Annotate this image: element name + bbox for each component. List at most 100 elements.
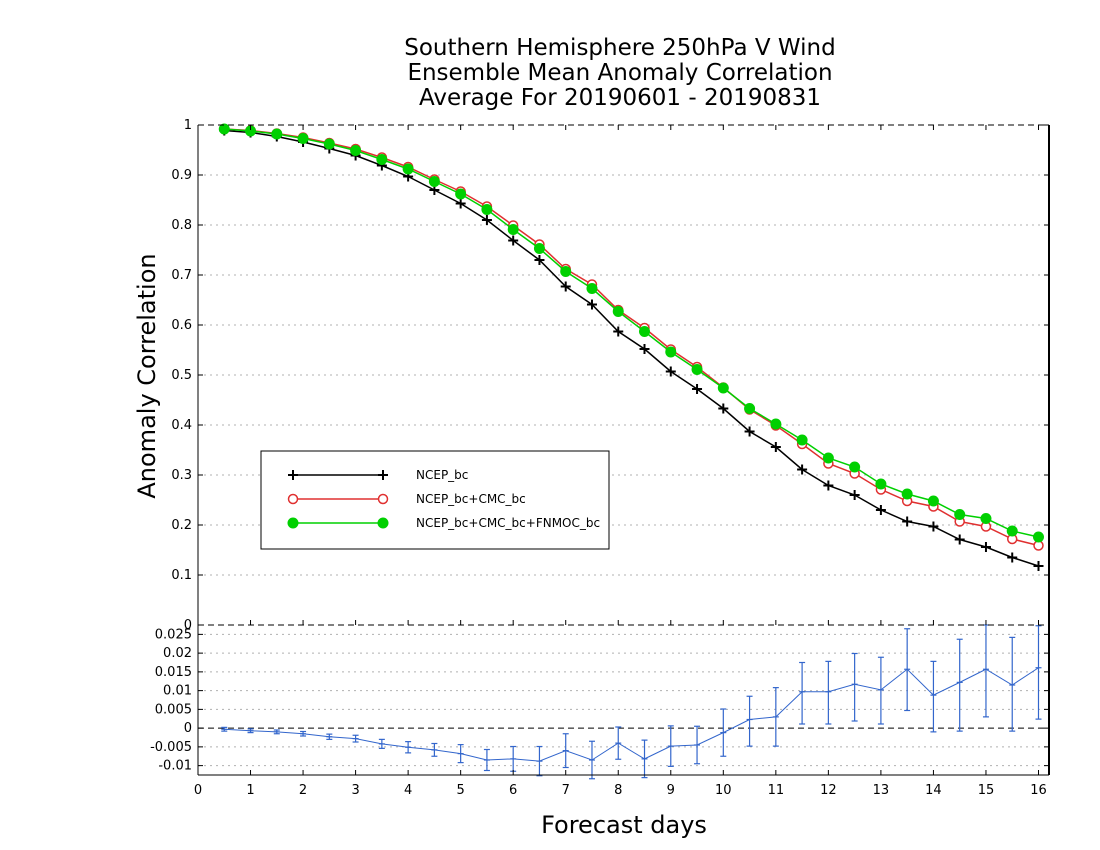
data-point [455,188,467,200]
x-tick-label: 1 [246,783,254,798]
data-point [665,366,676,377]
data-point [770,442,781,452]
data-point [350,145,362,156]
data-point [323,138,335,150]
x-tick-label: 9 [667,783,675,798]
error-bar [956,638,963,732]
y-tick-label: 0.6 [171,318,192,333]
y-tick-label: 1 [184,118,192,133]
error-bar [641,739,648,779]
data-point [954,509,966,520]
data-point [613,326,624,337]
error-bar [378,738,385,749]
data-point [796,434,808,446]
y-tick-label: 0.8 [171,218,192,233]
error-bar [904,628,911,712]
x-axis-label: Forecast days [541,811,707,839]
error-bar [1009,636,1016,732]
error-bar [772,687,779,747]
series-line-0 [224,129,1039,567]
error-bar [1035,625,1042,720]
error-bar [405,741,412,754]
x-tick-label: 8 [614,783,622,798]
data-point [612,306,624,317]
data-point [927,495,939,507]
y-tick-label: 0.5 [171,368,192,383]
error-bar [510,745,517,772]
axes [197,124,1050,776]
data-point [1006,525,1018,537]
y-tick-label: 0.02 [163,646,192,661]
data-point [822,452,834,464]
error-bar [825,660,832,725]
error-bar [221,726,228,732]
error-bar [562,733,569,769]
error-bar [694,725,701,765]
data-point [980,542,991,552]
legend-item: NCEP_bc [288,468,468,482]
data-point [455,198,466,209]
error-bar [352,734,359,743]
data-point [402,163,414,175]
x-tick-label: 12 [820,783,837,798]
legend-label: NCEP_bc+CMC_bc [416,492,526,506]
x-tick-label: 6 [509,783,517,798]
x-tick-label: 2 [299,783,307,798]
tick-labels: 0.10.20.30.40.50.60.70.80.910-0.01-0.005… [150,118,1047,798]
chart-title-line-2: Ensemble Mean Anomaly Correlation [407,60,833,86]
x-tick-label: 14 [925,783,942,798]
x-tick-label: 15 [978,783,995,798]
y-tick-label: 0.9 [171,168,192,183]
bottom-panel-series [221,624,1042,780]
chart-title-line-1: Southern Hemisphere 250hPa V Wind [404,35,836,61]
data-point [218,123,230,135]
data-point [481,215,492,225]
data-point [586,299,597,310]
error-bar [273,729,280,735]
legend-item: NCEP_bc+CMC_bc [287,492,526,506]
data-point [902,516,913,527]
x-tick-label: 3 [351,783,359,798]
legend-box [260,450,610,550]
data-point [718,403,729,414]
data-point [1007,552,1018,563]
x-tick-label: 0 [194,783,202,798]
legend-marker [377,493,389,505]
error-bar [746,695,753,747]
error-bar [720,708,727,757]
error-bar [667,725,674,767]
y-tick-label: 0.015 [155,665,192,680]
y-tick-label: 0.7 [171,268,192,283]
chart-title-line-3: Average For 20190601 - 20190831 [418,85,822,111]
legend-item: NCEP_bc+CMC_bc+FNMOC_bc [287,516,600,530]
error-bar [799,661,806,725]
data-point [560,281,571,292]
error-bar [851,652,858,722]
data-point [639,326,651,337]
legend-marker [287,517,299,529]
data-point [744,403,756,414]
data-point [376,154,388,165]
x-tick-label: 4 [404,783,412,798]
legend-marker [378,470,388,480]
data-point [928,521,939,532]
data-point [797,464,808,475]
legend-label: NCEP_bc [416,468,468,482]
data-point [770,418,782,430]
y-tick-label: 0 [184,721,192,736]
data-point [849,461,861,473]
y-tick-label: 0.4 [171,418,192,433]
x-tick-label: 16 [1030,783,1047,798]
y-tick-label-zero: 0 [184,618,192,633]
error-bar [877,656,884,725]
data-point [533,243,545,254]
data-point [692,384,703,394]
data-point [508,235,519,246]
data-point [507,224,519,235]
data-point [560,266,572,277]
data-point [849,490,860,500]
error-bar [247,728,254,734]
chart-title: Southern Hemisphere 250hPa V Wind Ensemb… [380,36,860,111]
legend-marker [377,517,389,529]
data-point [744,426,755,437]
